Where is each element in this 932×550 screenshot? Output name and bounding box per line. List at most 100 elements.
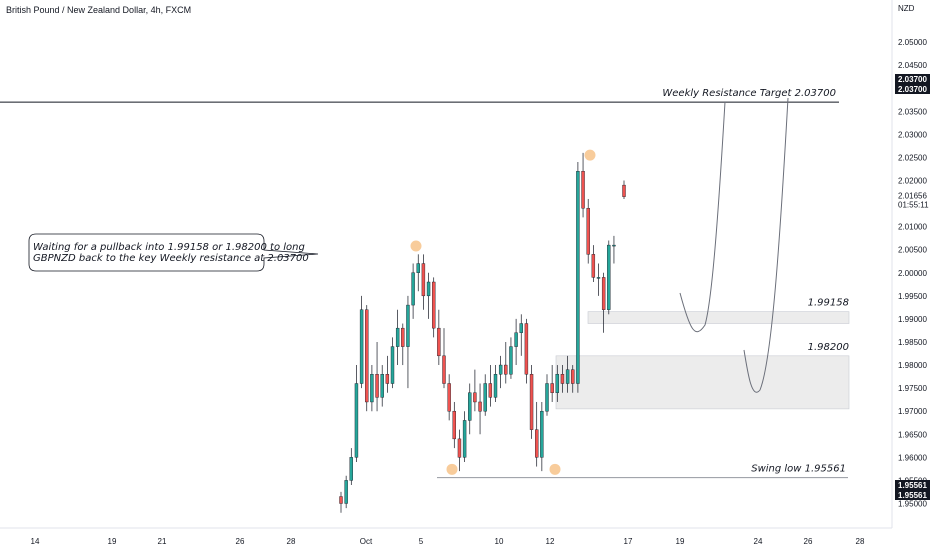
callout-text: GBPNZD back to the key Weekly resistance…	[33, 253, 309, 264]
x-tick-label: Oct	[360, 537, 373, 546]
bearish-candle	[478, 401, 482, 412]
bullish-candle	[390, 346, 395, 384]
y-tick-label: 2.00000	[898, 269, 927, 278]
bearish-candle	[457, 438, 462, 458]
bearish-candle	[622, 184, 626, 197]
y-tick-label: 2.05000	[898, 38, 927, 47]
y-tick-label: 1.98000	[898, 361, 927, 370]
bearish-candle	[524, 323, 529, 375]
bullish-candle	[483, 383, 487, 412]
y-tick-label: 1.98500	[898, 338, 927, 347]
bullish-candle	[344, 480, 348, 504]
swing-point-marker	[584, 149, 596, 161]
bullish-candle	[359, 309, 364, 384]
bullish-candle	[426, 281, 431, 297]
bearish-candle	[535, 429, 539, 458]
bullish-candle	[411, 272, 415, 306]
swing-low-label: Swing low 1.95561	[751, 464, 846, 475]
current-price-countdown: 01:55:11	[898, 200, 929, 209]
bullish-candle	[596, 277, 601, 279]
y-tick-label: 2.00500	[898, 246, 927, 255]
bearish-candle	[529, 374, 534, 430]
bullish-candle	[354, 383, 359, 458]
swing-point-marker	[446, 463, 458, 475]
y-tick-label: 1.96500	[898, 430, 927, 439]
x-tick-label: 28	[287, 537, 296, 546]
bullish-candle	[612, 244, 616, 247]
bullish-candle	[607, 244, 611, 310]
bearish-candle	[550, 383, 554, 393]
bearish-candle	[591, 254, 596, 278]
bullish-candle	[540, 410, 544, 458]
bearish-candle	[488, 383, 493, 398]
y-tick-label: 1.97500	[898, 384, 927, 393]
projection-curve	[679, 101, 726, 333]
y-tick-label: 2.04500	[898, 61, 927, 70]
bearish-candle	[365, 309, 369, 403]
bullish-candle	[555, 374, 559, 393]
price-tag-label: 1.95561	[898, 481, 927, 490]
axis-currency-label: NZD	[898, 4, 915, 13]
y-tick-label: 2.03500	[898, 107, 927, 116]
bullish-candle	[395, 327, 400, 347]
x-tick-label: 12	[546, 537, 555, 546]
y-tick-label: 2.02500	[898, 153, 927, 162]
bearish-candle	[375, 374, 379, 398]
bullish-candle	[493, 374, 498, 398]
bullish-candle	[406, 304, 410, 347]
x-tick-label: 17	[624, 537, 633, 546]
bearish-candle	[473, 392, 477, 403]
bullish-candle	[519, 323, 523, 333]
bullish-candle	[349, 457, 353, 481]
price-tag-label: 2.03700	[898, 85, 927, 94]
y-tick-label: 1.97000	[898, 407, 927, 416]
x-tick-label: 21	[158, 537, 167, 546]
x-tick-label: 10	[495, 537, 504, 546]
price-tag	[895, 74, 930, 84]
bullish-candle	[514, 332, 518, 347]
bullish-candle	[545, 383, 549, 412]
y-tick-label: 2.01000	[898, 223, 927, 232]
bearish-candle	[339, 496, 343, 504]
bullish-candle	[468, 392, 472, 421]
y-tick-label: 2.02000	[898, 177, 927, 186]
bullish-candle	[370, 374, 374, 403]
bullish-candle	[576, 171, 580, 384]
bearish-candle	[442, 355, 446, 384]
x-tick-label: 26	[236, 537, 245, 546]
x-tick-label: 26	[804, 537, 813, 546]
bullish-candle	[565, 369, 570, 384]
bullish-candle	[380, 374, 384, 398]
weekly-resistance-label: Weekly Resistance Target 2.03700	[662, 88, 836, 99]
support-zone	[587, 311, 850, 324]
x-tick-label: 19	[676, 537, 685, 546]
callout-bubble	[28, 233, 319, 272]
support-zone	[555, 355, 850, 410]
y-tick-label: 1.96000	[898, 453, 927, 462]
price-tag	[895, 480, 930, 490]
bearish-candle	[504, 364, 508, 375]
y-tick-label: 1.99500	[898, 292, 927, 301]
swing-point-marker	[410, 240, 422, 252]
bearish-candle	[432, 281, 436, 329]
bearish-candle	[452, 410, 456, 440]
bullish-candle	[498, 364, 503, 375]
price-tag-label: 2.03700	[898, 75, 927, 84]
bearish-candle	[421, 263, 426, 297]
x-tick-label: 19	[108, 537, 117, 546]
bullish-candle	[462, 420, 467, 458]
current-price-label: 2.01656	[898, 191, 927, 200]
x-tick-label: 28	[856, 537, 865, 546]
chart-title: British Pound / New Zealand Dollar, 4h, …	[6, 5, 192, 15]
x-tick-label: 14	[31, 537, 40, 546]
bearish-candle	[571, 369, 575, 384]
price-tag-label: 1.95561	[898, 491, 927, 500]
bearish-candle	[586, 207, 590, 255]
current-price-tag	[895, 190, 930, 211]
x-tick-label: 5	[419, 537, 424, 546]
callout-text: Waiting for a pullback into 1.99158 or 1…	[33, 242, 305, 253]
y-tick-label: 2.03000	[898, 130, 927, 139]
bearish-candle	[437, 327, 441, 357]
